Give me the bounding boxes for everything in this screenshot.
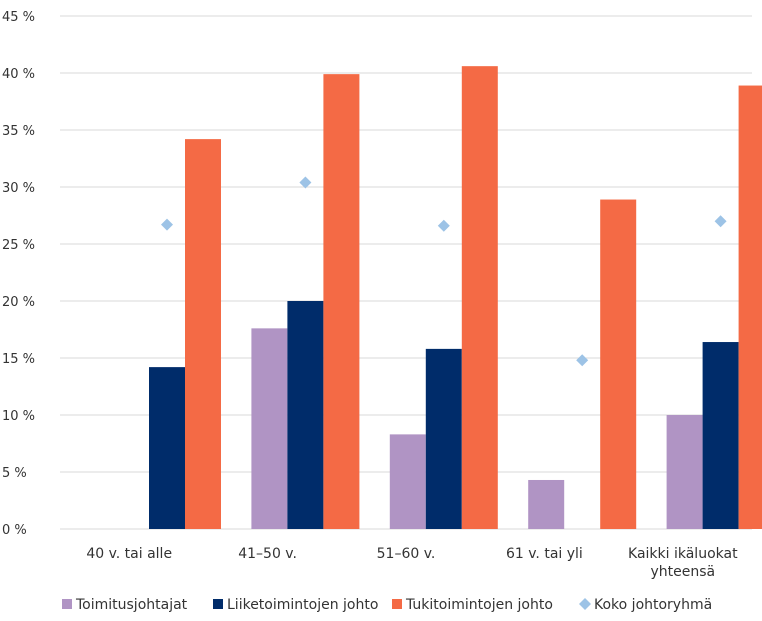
x-category-label: 61 v. tai yli <box>506 546 583 562</box>
marker-koko-johtoryhma <box>299 176 312 189</box>
bars <box>149 66 762 530</box>
legend: Toimitusjohtajat Liiketoimintojen johto Tu… <box>62 597 712 613</box>
legend-item: Tukitoimintojen johto <box>392 597 553 613</box>
bar-liiketoimintojen-johto <box>425 348 462 529</box>
y-axis-tick-labels: 0 % 5 % 10 % 15 % 20 % 25 % 30 % 35 % 40 % 45 % <box>2 10 35 538</box>
bar-toimitusjohtajat <box>251 328 288 529</box>
marker-koko-johtoryhma <box>714 215 727 228</box>
bar-liiketoimintojen-johto <box>287 301 324 529</box>
bar-liiketoimintojen-johto <box>702 342 739 529</box>
legend-item: Koko johtoryhmä <box>579 597 712 613</box>
y-tick-label: 15 % <box>2 352 35 367</box>
y-tick-label: 25 % <box>2 238 35 253</box>
y-tick-label: 10 % <box>2 409 35 424</box>
y-tick-label: 40 % <box>2 67 35 82</box>
legend-label: Toimitusjohtajat <box>75 597 188 613</box>
bar-tukitoimintojen-johto <box>323 74 360 529</box>
marker-koko-johtoryhma <box>161 218 173 231</box>
markers <box>161 176 727 367</box>
legend-label: Tukitoimintojen johto <box>405 597 553 613</box>
y-tick-label: 5 % <box>2 466 27 481</box>
y-tick-label: 30 % <box>2 181 35 196</box>
x-axis-category-labels: 40 v. tai alle 41–50 v. 51–60 v. 61 v. tai … <box>86 546 738 580</box>
legend-item: Liiketoimintojen johto <box>213 597 378 613</box>
legend-swatch <box>579 598 591 610</box>
legend-swatch <box>213 599 223 609</box>
legend-label: Liiketoimintojen johto <box>227 597 378 613</box>
x-category-label: Kaikki ikäluokat yhteensä <box>628 546 738 580</box>
y-tick-label: 45 % <box>2 10 35 25</box>
bar-toimitusjohtajat <box>389 434 426 529</box>
y-tick-label: 35 % <box>2 124 35 139</box>
legend-swatch <box>62 599 72 609</box>
x-category-label: 51–60 v. <box>377 546 436 562</box>
bar-tukitoimintojen-johto <box>185 139 221 529</box>
marker-koko-johtoryhma <box>437 219 450 232</box>
x-category-label: 40 v. tai alle <box>86 546 172 562</box>
bar-toimitusjohtajat <box>666 415 703 529</box>
bar-tukitoimintojen-johto <box>738 85 762 529</box>
marker-koko-johtoryhma <box>576 354 589 367</box>
y-tick-label: 0 % <box>2 523 27 538</box>
legend-label: Koko johtoryhmä <box>594 597 712 613</box>
bar-toimitusjohtajat <box>528 479 565 529</box>
bar-tukitoimintojen-johto <box>461 66 498 529</box>
legend-swatch <box>392 599 402 609</box>
y-tick-label: 20 % <box>2 295 35 310</box>
bar-liiketoimintojen-johto <box>149 367 185 529</box>
bar-tukitoimintojen-johto <box>600 199 637 530</box>
legend-item: Toimitusjohtajat <box>62 597 188 613</box>
x-category-label: 41–50 v. <box>238 546 297 562</box>
